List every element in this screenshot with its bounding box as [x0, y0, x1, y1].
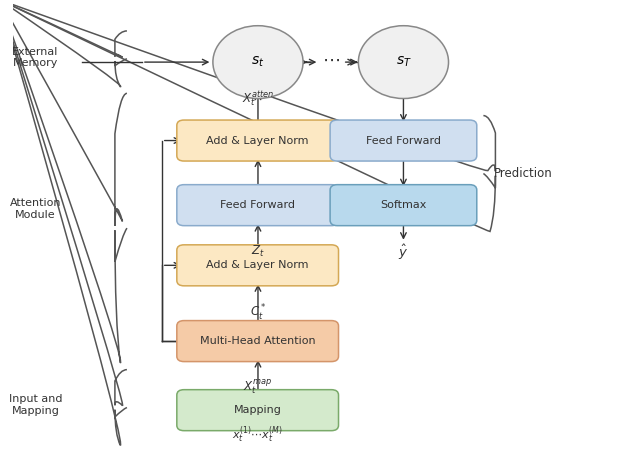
Text: $s_t$: $s_t$ [252, 55, 265, 69]
Text: Mapping: Mapping [234, 405, 282, 415]
Text: Softmax: Softmax [380, 200, 426, 210]
Text: $\hat{y}$: $\hat{y}$ [398, 242, 408, 262]
FancyBboxPatch shape [177, 390, 339, 431]
Ellipse shape [213, 26, 303, 99]
Ellipse shape [358, 26, 449, 99]
Text: Input and
Mapping: Input and Mapping [9, 395, 62, 416]
Text: $X_t^{atten}$: $X_t^{atten}$ [242, 90, 274, 109]
FancyBboxPatch shape [330, 120, 476, 161]
Text: $X_t^{map}$: $X_t^{map}$ [243, 377, 273, 396]
FancyBboxPatch shape [177, 185, 339, 226]
Text: $x_t^{(1)} \cdots x_t^{(M)}$: $x_t^{(1)} \cdots x_t^{(M)}$ [232, 424, 284, 444]
Text: Feed Forward: Feed Forward [220, 200, 295, 210]
FancyBboxPatch shape [177, 245, 339, 286]
Text: $\cdots$: $\cdots$ [322, 51, 340, 69]
Text: External
Memory: External Memory [12, 47, 59, 69]
Text: $s_T$: $s_T$ [396, 55, 412, 69]
FancyBboxPatch shape [177, 120, 339, 161]
Text: Feed Forward: Feed Forward [366, 136, 441, 146]
Text: $C_t^*$: $C_t^*$ [250, 303, 266, 323]
Text: Multi-Head Attention: Multi-Head Attention [200, 336, 315, 346]
FancyBboxPatch shape [330, 185, 476, 226]
FancyBboxPatch shape [177, 321, 339, 361]
Text: Prediction: Prediction [494, 167, 552, 180]
Text: Add & Layer Norm: Add & Layer Norm [206, 136, 309, 146]
Text: $Z_t$: $Z_t$ [251, 244, 265, 259]
Text: Attention
Module: Attention Module [10, 198, 61, 220]
Text: Add & Layer Norm: Add & Layer Norm [206, 260, 309, 270]
